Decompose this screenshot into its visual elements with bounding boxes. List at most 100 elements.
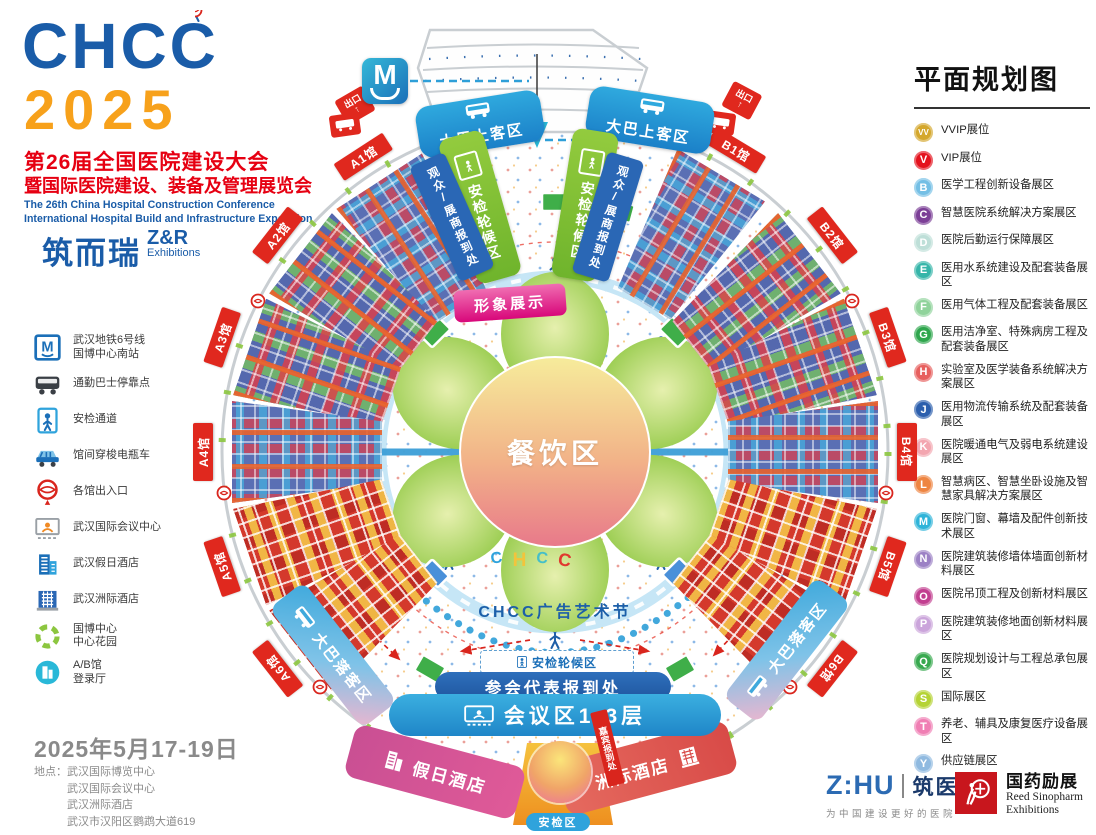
legend-label: A/B馆 登录厅 <box>73 659 106 685</box>
legend-label: 武汉地铁6号线 国博中心南站 <box>73 334 146 360</box>
zone-badge: M <box>914 512 933 532</box>
zone-badge: Y <box>914 754 933 774</box>
electric-cart-icon <box>34 443 61 470</box>
security-wait-south: 安检轮候区 <box>480 650 634 674</box>
hall-label-a4: A4馆 <box>193 423 213 481</box>
plan-legend-item: S 国际展区 <box>914 689 1090 709</box>
zone-badge: P <box>914 614 933 634</box>
guest-plaza-circle <box>529 741 591 803</box>
svg-text:M: M <box>41 340 53 356</box>
bus-icon <box>295 606 316 629</box>
intercontinental-icon <box>34 587 61 614</box>
zone-badge: B <box>914 178 933 197</box>
security-wait-right: 安检轮候区 <box>550 127 620 283</box>
holiday-inn-icon <box>34 551 61 578</box>
security-person-icon <box>453 149 484 182</box>
hotel-building-icon <box>678 746 699 769</box>
legend-label: 馆间穿梭电瓶车 <box>73 449 150 462</box>
brand-chcc: CHCC <box>22 10 219 82</box>
zone-badge: S <box>914 689 933 709</box>
plan-legend-item: F 医用气体工程及配套装备展区 <box>914 297 1090 317</box>
logo-divider <box>902 773 905 798</box>
plan-legend-title: 平面规划图 <box>914 58 1090 109</box>
legend-item-central-garden: 国博中心 中心花园 <box>34 623 204 651</box>
zone-badge: L <box>914 475 933 495</box>
conference-center-icon <box>34 515 61 542</box>
zone-badge: C <box>914 205 933 225</box>
metro-icon: M <box>34 334 61 361</box>
reed-text: 国药励展 Reed Sinopharm Exhibitions <box>1006 772 1083 817</box>
zone-badge: O <box>914 587 933 607</box>
legend-label: 安检通道 <box>73 413 117 426</box>
plan-legend-item: J 医用物流传输系统及配套装备展区 <box>914 400 1090 429</box>
reed-name-cn: 国药励展 <box>1006 772 1078 791</box>
title-en-line2: International Hospital Build and Infrast… <box>24 213 313 226</box>
hotel-building-icon <box>384 750 403 772</box>
zone-badge: T <box>914 717 933 737</box>
hall-entrance-markers <box>195 10 203 18</box>
security-person-icon <box>516 656 527 668</box>
hall-label-b4: B4馆 <box>897 423 917 481</box>
venue-address: 地点： 武汉国际博览中心 武汉国际会议中心 武汉洲际酒店 武汉市汉阳区鹦鹉大道6… <box>34 764 195 830</box>
zone-badge: VV <box>914 123 933 142</box>
plan-legend-item: P 医院建筑装修地面创新材料展区 <box>914 614 1090 644</box>
zone-badge: Q <box>914 652 933 672</box>
legend-item-metro: M 武汉地铁6号线 国博中心南站 <box>34 334 204 362</box>
plan-legend: 平面规划图 VV VVIP展位 V VIP展位 B 医学工程创新设备展区 C 智慧医院系… <box>914 58 1090 774</box>
conference-screen-icon <box>464 704 494 726</box>
conference-title-cn: 第26届全国医院建设大会 <box>24 151 270 174</box>
zone-badge: H <box>914 362 933 382</box>
zhu-tagline: 为中国建设更好的医院 <box>826 809 957 820</box>
commuter-bus-icon <box>34 371 61 398</box>
bus-boarding-right: 大巴上客区 <box>583 84 717 156</box>
legend-label: 各馆出入口 <box>73 485 128 498</box>
chcc-art-logo: C H C C <box>489 549 573 571</box>
bus-dropoff-right: 大巴落客区 <box>722 576 852 724</box>
expo-title-cn: 暨国际医院建设、装备及管理展览会 <box>24 176 312 196</box>
legend-label: 武汉洲际酒店 <box>73 593 139 606</box>
legend-item-intercontinental: 武汉洲际酒店 <box>34 587 204 614</box>
zone-badge: N <box>914 549 933 569</box>
plan-legend-item: H 实验室及医学装备系统解决方案展区 <box>914 362 1090 392</box>
legend-label: 通勤巴士停靠点 <box>73 377 150 390</box>
hall-entrance-icon <box>34 478 61 506</box>
plan-legend-item: D 医院后勤运行保障展区 <box>914 233 1090 252</box>
lobby-icon <box>34 659 61 686</box>
plan-legend-item: VV VVIP展位 <box>914 123 1090 142</box>
plan-legend-items: VV VVIP展位 V VIP展位 B 医学工程创新设备展区 C 智慧医院系统解决方案展… <box>914 123 1090 774</box>
plan-legend-item: Q 医院规划设计与工程总承包展区 <box>914 652 1090 681</box>
bus-boarding-left: 大巴上客区 <box>413 88 547 160</box>
commuter-bus-stop-icon <box>328 112 362 138</box>
zone-badge: F <box>914 297 933 317</box>
legend-label: 武汉国际会议中心 <box>73 521 161 534</box>
plan-legend-item: Y 供应链展区 <box>914 754 1090 774</box>
legend-item-lobby: A/B馆 登录厅 <box>34 659 204 687</box>
plan-legend-item: C 智慧医院系统解决方案展区 <box>914 205 1090 225</box>
title-en: The 26th China Hospital Construction Con… <box>24 198 312 227</box>
holiday-inn-band: 假日酒店 <box>343 723 527 821</box>
venue-line: 武汉国际会议中心 <box>67 782 155 795</box>
plan-legend-item: T 养老、辅具及康复医疗设备展区 <box>914 717 1090 746</box>
floor-plan-map: A1馆 A2馆 A3馆 A4馆 A5馆 A6馆 B1馆 B2馆 B3馆 B4馆 … <box>193 10 925 831</box>
organizer-name-en: Z&R Exhibitions <box>147 227 201 259</box>
reed-name-en2: Exhibitions <box>1006 803 1060 816</box>
security-zone-pill: 安检区 <box>526 813 590 831</box>
zone-badge: D <box>914 233 933 252</box>
central-garden-icon <box>34 623 61 650</box>
location-label: 地点： <box>34 766 67 778</box>
plan-legend-item: O 医院吊顶工程及创新材料展区 <box>914 587 1090 607</box>
legend-item-commuter-bus: 通勤巴士停靠点 <box>34 371 204 398</box>
legend-item-holiday-inn: 武汉假日酒店 <box>34 551 204 578</box>
plan-legend-item: B 医学工程创新设备展区 <box>914 178 1090 197</box>
reed-seal-icon <box>955 772 997 814</box>
transport-legend: M 武汉地铁6号线 国博中心南站 通勤巴士停靠点 安检通道 馆间穿梭电瓶车 <box>34 334 204 687</box>
legend-item-shuttle-cart: 馆间穿梭电瓶车 <box>34 443 204 470</box>
intercontinental-band: 洲际酒店 <box>555 719 739 817</box>
metro-arc <box>370 87 400 100</box>
up-arrow-icon: ↑ <box>735 98 745 110</box>
venue-line: 武汉市汉阳区鹦鹉大道619 <box>67 815 196 828</box>
security-wait-left: 安检轮候区 <box>437 128 523 286</box>
ad-festival-label: CHCC广告艺术节 <box>478 604 632 621</box>
security-gate-icon <box>34 407 61 434</box>
